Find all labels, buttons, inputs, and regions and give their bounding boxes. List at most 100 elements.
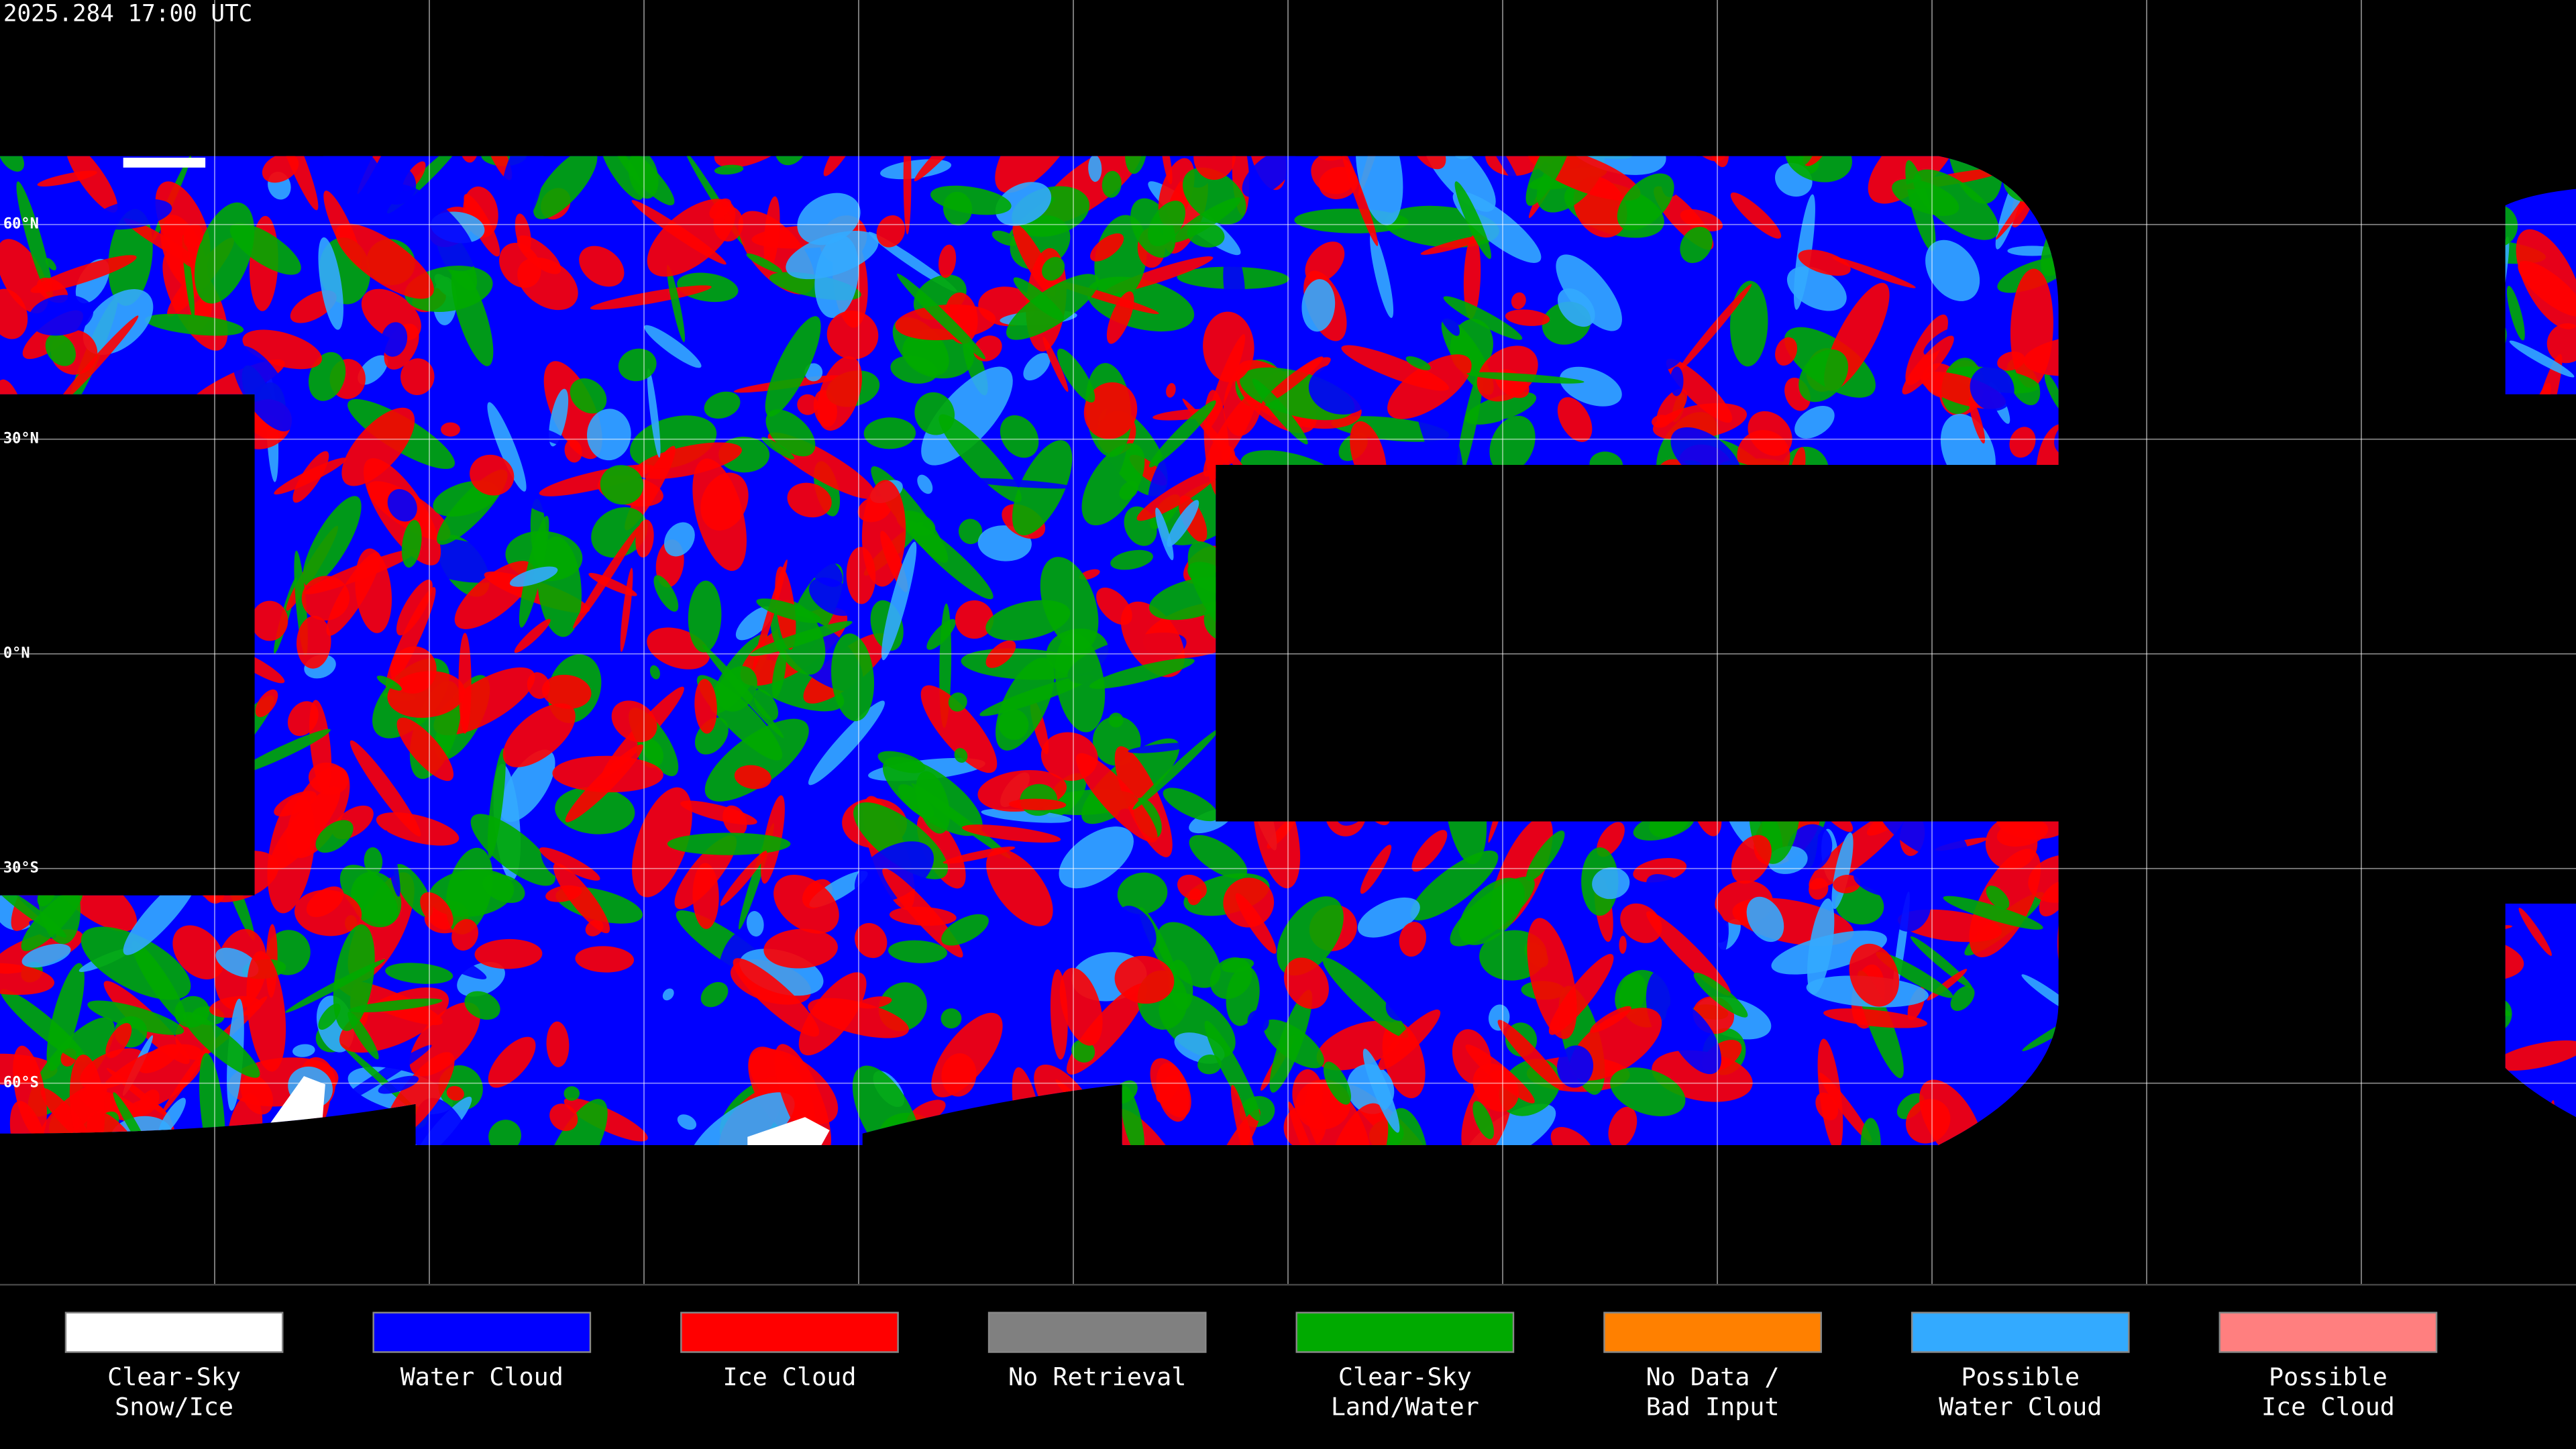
cloud-blob: [575, 946, 635, 973]
cloud-blob: [1322, 957, 1409, 1038]
cloud-blob: [1497, 1020, 1563, 1090]
legend-swatch: [372, 1311, 592, 1353]
cloud-blob: [1680, 227, 1713, 264]
cloud-blob: [1230, 1085, 1261, 1145]
cloud-blob: [333, 1044, 432, 1108]
cloud-blob: [1559, 366, 1622, 407]
cloud-blob: [255, 689, 278, 718]
latitude-label: 30°S: [3, 860, 39, 877]
cloud-blob: [522, 490, 572, 515]
cloud-blob: [1157, 922, 1221, 988]
cloud-blob: [1986, 885, 2010, 910]
cloud-blob: [83, 288, 154, 356]
cloud-blob: [93, 199, 172, 230]
cloud-blob: [1823, 1008, 1927, 1028]
cloud-blob: [1341, 345, 1449, 391]
cloud-blob: [1730, 192, 1782, 239]
cloud-blob: [1120, 1085, 1145, 1145]
cloud-blob: [172, 925, 225, 979]
cloud-blob: [920, 685, 998, 773]
cloud-blob: [1968, 397, 1986, 444]
cloud-blob: [1610, 1067, 1686, 1116]
cloud-blob: [1110, 549, 1153, 570]
cloud-blob: [355, 548, 392, 633]
cloud-blob: [590, 285, 712, 310]
cloud-blob: [350, 740, 421, 837]
cloud-blob: [897, 273, 986, 360]
cloud-blob: [1652, 415, 1670, 428]
cloud-blob: [1849, 943, 1900, 1007]
cloud-blob: [611, 700, 657, 743]
cloud-blob: [1422, 156, 1496, 212]
cloud-blob: [1327, 1103, 1389, 1145]
cloud-blob: [267, 795, 315, 914]
cloud-blob: [586, 409, 631, 461]
cloud-blob: [1204, 1020, 1260, 1121]
cloud-blob: [95, 1044, 205, 1117]
cloud-blob: [1167, 500, 1199, 547]
cloud-blob: [749, 621, 853, 657]
cloud-blob: [384, 830, 400, 897]
cloud-blob: [570, 378, 607, 414]
cloud-blob: [1913, 169, 1999, 240]
cloud-blob: [347, 1012, 379, 1060]
cloud-blob: [145, 313, 244, 336]
cloud-blob: [734, 765, 771, 790]
cloud-blob: [1746, 896, 1784, 943]
cloud-blob: [1619, 935, 1627, 954]
cloud-blob: [1000, 415, 1039, 458]
cloud-blob: [348, 998, 443, 1013]
cloud-blob: [914, 156, 975, 182]
cloud-blob: [1693, 972, 1748, 1018]
cloud-blob: [1854, 871, 1896, 897]
cloud-blob: [1334, 260, 1383, 310]
cloud-blob: [1970, 366, 2015, 411]
cloud-blob: [1410, 156, 1446, 170]
cloud-blob: [600, 465, 644, 505]
cloud-blob: [1670, 366, 1684, 396]
cloud-blob: [1223, 248, 1246, 323]
cloud-blob: [1399, 922, 1427, 957]
cloud-blob: [1378, 1009, 1441, 1070]
cloud-blob: [579, 246, 625, 287]
cloud-blob: [555, 787, 635, 835]
cloud-blob: [470, 454, 515, 496]
cloud-blob: [1057, 348, 1095, 402]
cloud-blob: [943, 846, 1016, 864]
cloud-blob: [1102, 170, 1122, 198]
cloud-blob: [714, 164, 744, 175]
cloud-blob: [1677, 284, 1752, 373]
cloud-blob: [488, 1120, 521, 1145]
cloud-blob: [1835, 885, 1884, 925]
cloud-blob: [854, 841, 934, 903]
cloud-blob: [301, 576, 350, 621]
cloud-blob: [644, 325, 702, 368]
cloud-blob: [677, 1114, 697, 1130]
cloud-blob: [667, 265, 686, 343]
cloud-blob: [1890, 886, 1931, 932]
cloud-blob: [1108, 712, 1124, 728]
cloud-blob: [514, 619, 551, 653]
latitude-label: 30°N: [3, 431, 39, 447]
cloud-blob: [846, 547, 876, 604]
cloud-blob: [1316, 1020, 1402, 1071]
cloud-blob: [65, 156, 118, 213]
cloud-blob: [857, 996, 892, 1009]
cloud-blob: [549, 388, 569, 447]
cloud-blob: [876, 215, 906, 248]
cloud-blob: [339, 865, 398, 925]
cloud-blob: [591, 507, 648, 558]
cloud-blob: [1076, 753, 1158, 843]
cloud-blob: [1117, 906, 1157, 952]
cloud-blob: [765, 316, 821, 417]
cloud-blob: [746, 911, 764, 937]
cloud-blob: [941, 1053, 977, 1097]
cloud-blob: [1156, 1063, 1189, 1122]
cloud-blob: [649, 665, 660, 680]
cloud-blob: [917, 474, 933, 494]
cloud-blob: [1450, 876, 1535, 947]
cloud-blob: [1472, 1063, 1519, 1112]
cloud-blob: [773, 874, 839, 934]
cloud-blob: [1166, 382, 1176, 398]
cloud-blob: [787, 482, 832, 518]
